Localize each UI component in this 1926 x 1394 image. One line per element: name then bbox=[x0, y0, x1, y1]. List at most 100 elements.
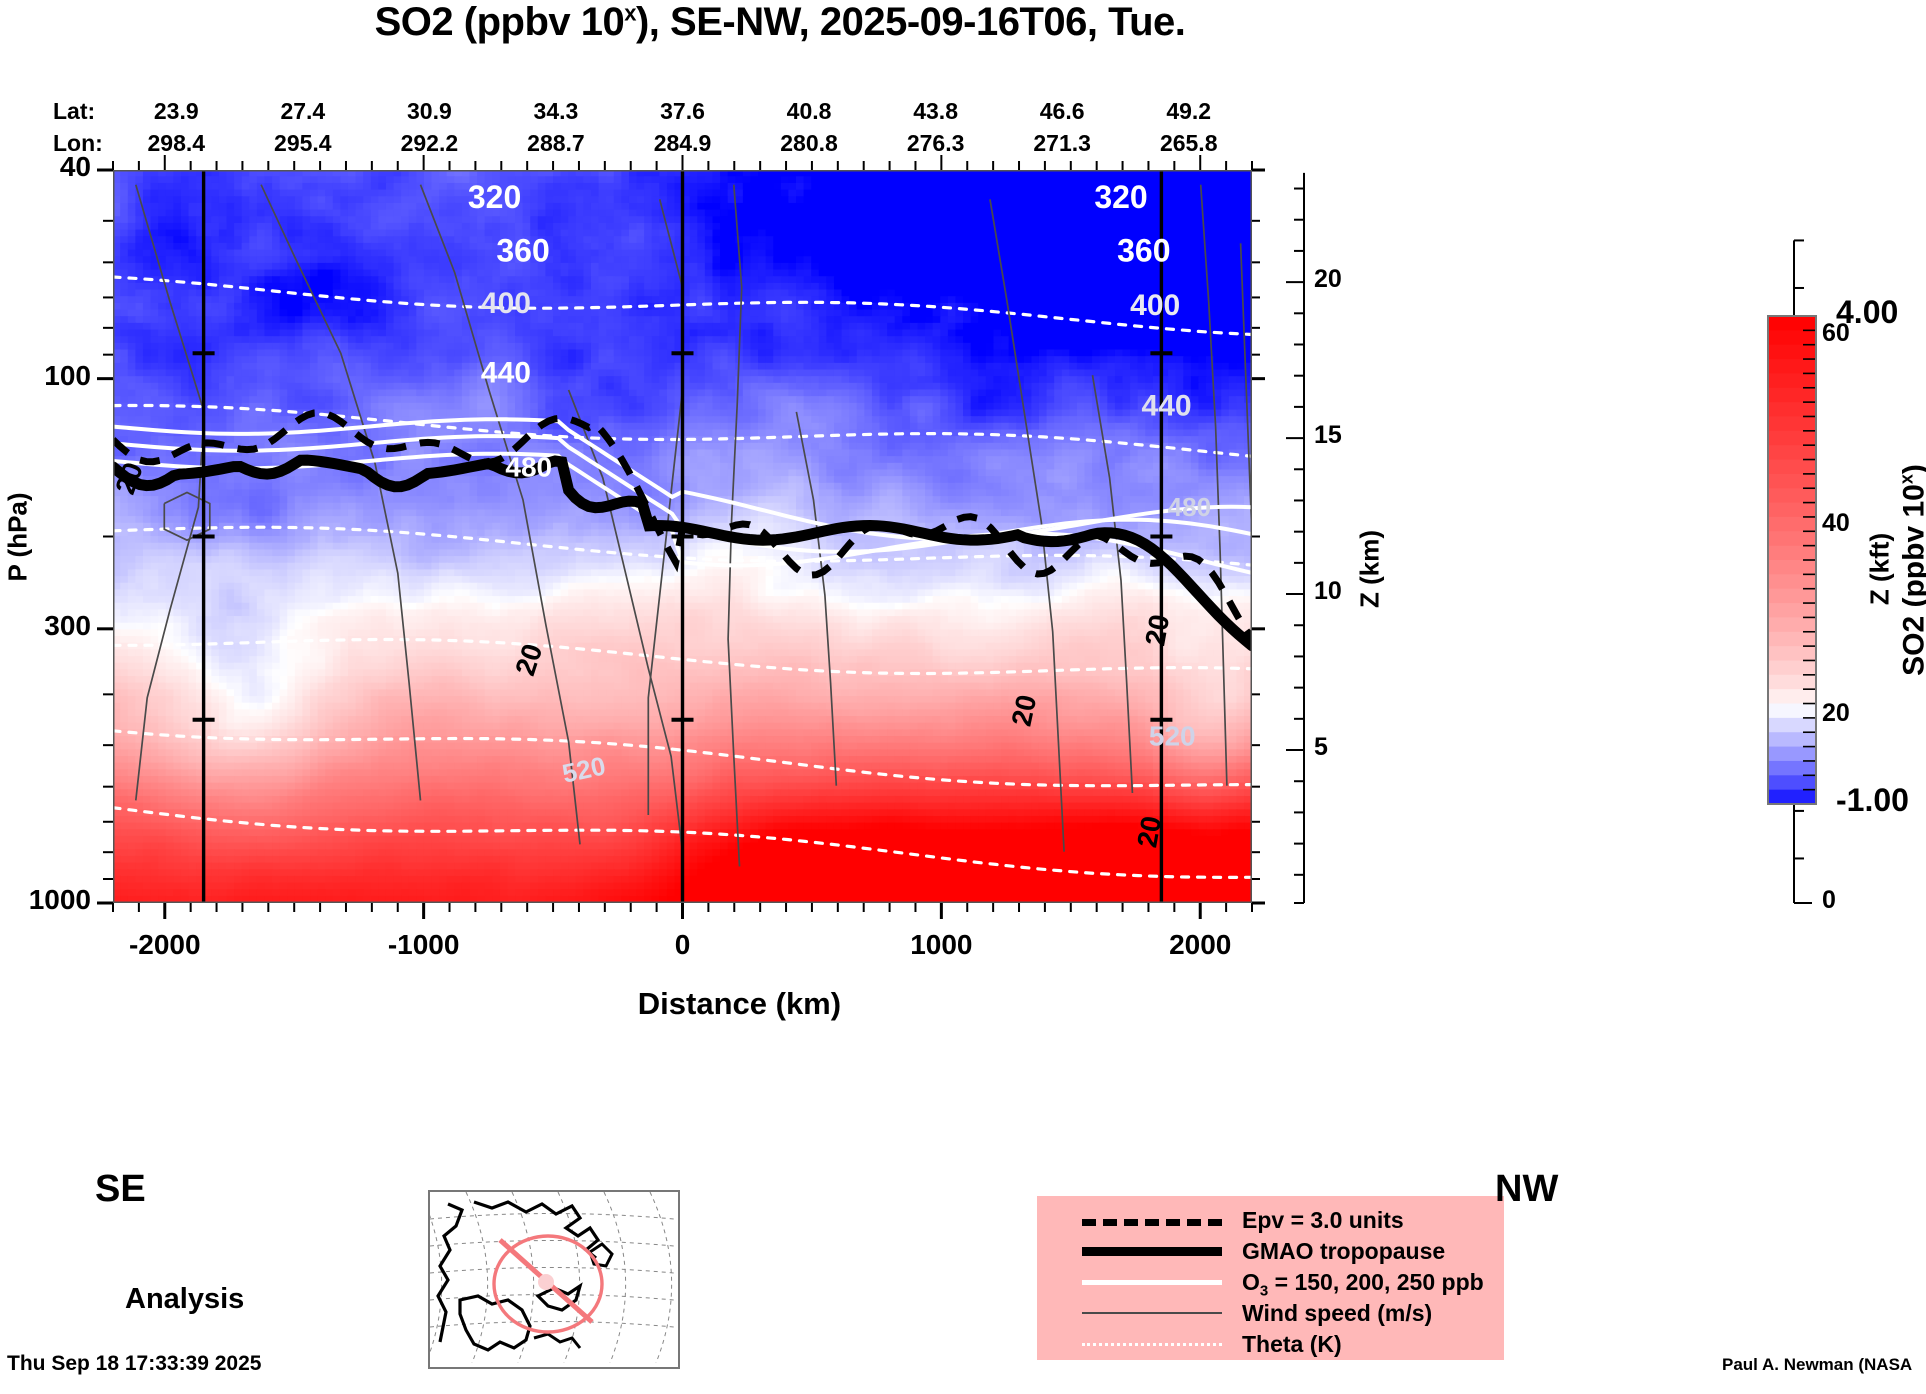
z-km-axis-label: Z (km) bbox=[1354, 530, 1385, 609]
legend-line-swatch bbox=[1082, 1280, 1222, 1285]
colorbar-segment bbox=[1768, 588, 1816, 604]
theta-contour bbox=[113, 525, 1252, 567]
lat-value: 40.8 bbox=[786, 98, 832, 124]
z-kft-tick-label: 40 bbox=[1822, 508, 1850, 537]
theta-label: 520 bbox=[1149, 720, 1196, 751]
x-axis-tick-label: 1000 bbox=[910, 929, 973, 960]
coastline-gulf bbox=[533, 1332, 582, 1349]
graticule-parallel bbox=[429, 1240, 675, 1247]
y-axis-tick-label: 1000 bbox=[28, 884, 91, 915]
colorbar-segment bbox=[1768, 746, 1816, 762]
legend-box: Epv = 3.0 units GMAO tropopause O3 = 150, … bbox=[1037, 1196, 1504, 1360]
theta-label: 440 bbox=[481, 357, 531, 390]
lon-row-label: Lon: bbox=[53, 130, 103, 156]
wind-label: 20 bbox=[1139, 612, 1175, 648]
lon-value: 265.8 bbox=[1159, 130, 1218, 156]
colorbar-segment bbox=[1768, 488, 1816, 504]
title-superscript: x bbox=[624, 0, 636, 26]
legend-label-part: = 150, 200, 250 ppb bbox=[1268, 1269, 1484, 1295]
lon-value: 292.2 bbox=[400, 130, 459, 156]
title-rest: ), SE-NW, 2025-09-16T06, Tue. bbox=[635, 0, 1186, 44]
wind-label: 20 bbox=[1131, 814, 1167, 850]
colorbar-segment bbox=[1768, 646, 1816, 662]
graticule-parallel bbox=[429, 1294, 675, 1301]
coastline-arctic bbox=[473, 1200, 601, 1260]
colorbar-segment bbox=[1768, 660, 1816, 676]
colorbar-gradient bbox=[1767, 315, 1817, 805]
colorbar-segment bbox=[1768, 560, 1816, 575]
lat-value: 23.9 bbox=[153, 98, 199, 124]
cross-section-plot: 320 320 360 360 400 400 440 440 480 480 520 520 20 20… bbox=[113, 170, 1252, 903]
colorbar-segment bbox=[1768, 689, 1816, 705]
plot-frame bbox=[113, 170, 1252, 903]
colorbar-segment bbox=[1768, 459, 1816, 475]
z-kft-tick-label: 20 bbox=[1822, 698, 1850, 727]
legend-item: GMAO tropopause bbox=[1037, 1236, 1504, 1268]
wind-speed-contour bbox=[260, 184, 422, 801]
page-title: SO2 (ppbv 10x), SE-NW, 2025-09-16T06, Tu… bbox=[0, 0, 1560, 45]
legend-item: Theta (K) bbox=[1037, 1329, 1504, 1361]
graticule-meridian bbox=[511, 1191, 535, 1364]
theta-label: 480 bbox=[505, 451, 552, 482]
wind-speed-contour bbox=[727, 184, 743, 867]
legend-item: O3 = 150, 200, 250 ppb bbox=[1037, 1267, 1504, 1300]
x-axis-label: Distance (km) bbox=[637, 986, 842, 1021]
colorbar-axis-label: SO2 (ppbv 10x) bbox=[1897, 464, 1926, 676]
graticule-parallel bbox=[429, 1321, 675, 1328]
colorbar-segment bbox=[1768, 330, 1816, 346]
lat-value: 27.4 bbox=[280, 98, 326, 124]
legend-line-swatch bbox=[1082, 1247, 1222, 1256]
lat-value: 37.6 bbox=[660, 98, 705, 124]
colorbar-segment bbox=[1768, 402, 1816, 418]
graticule-meridian bbox=[603, 1191, 627, 1364]
x-axis-tick-label: 2000 bbox=[1169, 929, 1232, 960]
coastline-mexico bbox=[458, 1294, 532, 1352]
colorbar-segment bbox=[1768, 603, 1816, 619]
y-axis-tick-label: 300 bbox=[44, 609, 91, 641]
colorbar-segment bbox=[1768, 674, 1816, 690]
lat-value: 46.6 bbox=[1039, 98, 1085, 124]
colorbar-segment bbox=[1768, 344, 1816, 360]
analysis-label: Analysis bbox=[125, 1283, 245, 1315]
colorbar-max-label: 4.00 bbox=[1836, 294, 1899, 330]
legend-item: Wind speed (m/s) bbox=[1037, 1298, 1504, 1330]
lon-value: 298.4 bbox=[147, 130, 206, 156]
lon-value: 295.4 bbox=[274, 130, 332, 156]
wind-speed-contour bbox=[1091, 375, 1134, 794]
wind-speed-contour bbox=[1199, 184, 1228, 786]
inset-map-canvas bbox=[419, 1191, 675, 1364]
lon-value: 276.3 bbox=[906, 130, 965, 156]
colorbar-segment bbox=[1768, 760, 1816, 776]
legend-item-label: Wind speed (m/s) bbox=[1242, 1300, 1433, 1326]
coastline-greenland bbox=[588, 1242, 614, 1268]
colorbar-segment bbox=[1768, 359, 1816, 375]
coastline-west bbox=[436, 1202, 465, 1343]
theta-contour bbox=[113, 637, 1252, 676]
graticule-meridian bbox=[419, 1191, 443, 1364]
theta-label: 360 bbox=[496, 233, 549, 269]
graticule-meridian bbox=[649, 1191, 673, 1364]
graticule-parallel bbox=[429, 1213, 675, 1220]
theta-label: 440 bbox=[1142, 390, 1192, 423]
legend-item-label: Epv = 3.0 units bbox=[1242, 1207, 1404, 1233]
colorbar-segment bbox=[1768, 574, 1816, 590]
generation-timestamp: Thu Sep 18 17:33:39 2025 bbox=[7, 1352, 262, 1375]
z-km-tick-label: 15 bbox=[1314, 421, 1342, 450]
colorbar-segment bbox=[1768, 631, 1816, 647]
colorbar-segment bbox=[1768, 316, 1816, 331]
lat-value: 49.2 bbox=[1166, 98, 1212, 124]
colorbar-frame bbox=[1767, 315, 1817, 805]
lat-value: 30.9 bbox=[406, 98, 452, 124]
lat-value: 43.8 bbox=[913, 98, 958, 124]
graticule-meridian bbox=[557, 1191, 581, 1364]
theta-contour bbox=[113, 403, 1252, 458]
y-axis-label: P (hPa) bbox=[2, 491, 33, 582]
legend-label-subscript: 3 bbox=[1259, 1282, 1269, 1300]
colorbar-segment bbox=[1768, 473, 1816, 489]
colorbar-segment bbox=[1768, 732, 1816, 748]
colorbar-segment bbox=[1768, 430, 1816, 446]
inset-location-map bbox=[419, 1190, 680, 1369]
legend-line-swatch bbox=[1082, 1343, 1222, 1346]
theta-contour bbox=[113, 275, 1252, 337]
